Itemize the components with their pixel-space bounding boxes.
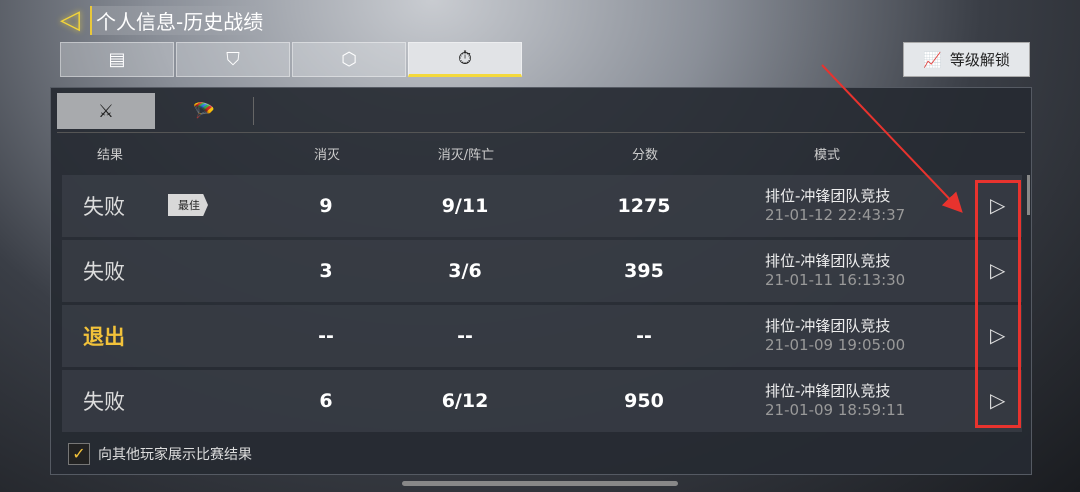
shield-icon: ⛉ [226,49,240,70]
score-value: -- [636,325,652,347]
best-badge: 最佳 [168,194,208,216]
score-value: 950 [624,390,664,412]
column-header-kd: 消灭/阵亡 [437,148,495,163]
clipboard-icon: ▤ [108,49,126,70]
match-time: 21-01-12 22:43:37 [765,206,906,224]
result-text: 失败 [83,195,125,219]
match-time: 21-01-09 18:59:11 [765,401,906,419]
show-results-checkbox[interactable]: ✓ 向其他玩家展示比赛结果 [68,443,252,465]
kills-value: 9 [319,195,333,217]
kd-value: 6/12 [441,390,489,412]
kills-value: 6 [319,390,333,412]
column-header-result: 结果 [96,148,124,163]
tab-emblem[interactable]: ⬡ [292,42,406,77]
annotation-highlight-box [975,180,1021,428]
kd-value: 9/11 [441,195,489,217]
play-replay-icon[interactable]: ▷ [990,193,1006,217]
back-icon[interactable]: ◁ [60,5,80,35]
parachute-icon: 🪂 [192,100,216,122]
scrollbar[interactable] [1027,175,1030,215]
score-value: 395 [624,260,664,282]
play-replay-icon[interactable]: ▷ [990,388,1006,412]
kd-value: -- [457,325,473,347]
match-row[interactable]: 退出 -- -- -- 排位-冲锋团队竞技 21-01-09 19:05:00 ▷ [62,305,1022,367]
stopwatch-icon: ⏱ [457,48,473,69]
kd-value: 3/6 [448,260,482,282]
mode-text: 排位-冲锋团队竞技 [765,252,891,270]
match-row[interactable]: 失败 最佳 9 9/11 1275 排位-冲锋团队竞技 21-01-12 22:43… [62,175,1022,237]
subtab-multiplayer[interactable]: ⚔ [57,93,155,129]
chart-icon: 📈 [923,50,942,69]
subtab-battle-royale[interactable]: 🪂 [155,93,253,129]
result-text: 失败 [83,260,125,284]
column-header-kills: 消灭 [313,148,341,163]
divider [57,132,1025,133]
score-value: 1275 [617,195,671,217]
checkmark-icon[interactable]: ✓ [68,443,90,465]
column-header-mode: 模式 [813,148,841,163]
kills-value: -- [318,325,334,347]
tab-bar: ▤ ⛉ ⬡ ⏱ [60,42,522,77]
level-unlock-button[interactable]: 📈 等级解锁 [903,42,1030,77]
match-time: 21-01-11 16:13:30 [765,271,906,289]
play-replay-icon[interactable]: ▷ [990,258,1006,282]
tab-info[interactable]: ▤ [60,42,174,77]
level-unlock-label: 等级解锁 [949,51,1010,69]
match-row[interactable]: 失败 6 6/12 950 排位-冲锋团队竞技 21-01-09 18:59:11… [62,370,1022,432]
result-text: 退出 [83,325,125,349]
play-replay-icon[interactable]: ▷ [990,323,1006,347]
tab-badges[interactable]: ⛉ [176,42,290,77]
column-header-score: 分数 [631,148,659,163]
divider [253,97,254,125]
match-time: 21-01-09 19:05:00 [765,336,906,354]
page-title: 个人信息-历史战绩 [90,5,264,35]
show-results-label: 向其他玩家展示比赛结果 [98,447,252,463]
match-row[interactable]: 失败 3 3/6 395 排位-冲锋团队竞技 21-01-11 16:13:30 … [62,240,1022,302]
result-text: 失败 [83,390,125,414]
mode-text: 排位-冲锋团队竞技 [765,382,891,400]
emblem-icon: ⬡ [341,49,357,70]
title-bar: ◁ 个人信息-历史战绩 [60,5,264,35]
tab-history[interactable]: ⏱ [408,42,522,77]
mode-text: 排位-冲锋团队竞技 [765,187,891,205]
kills-value: 3 [319,260,333,282]
mode-text: 排位-冲锋团队竞技 [765,317,891,335]
crossed-flags-icon: ⚔ [97,100,115,122]
home-indicator[interactable] [402,481,678,486]
